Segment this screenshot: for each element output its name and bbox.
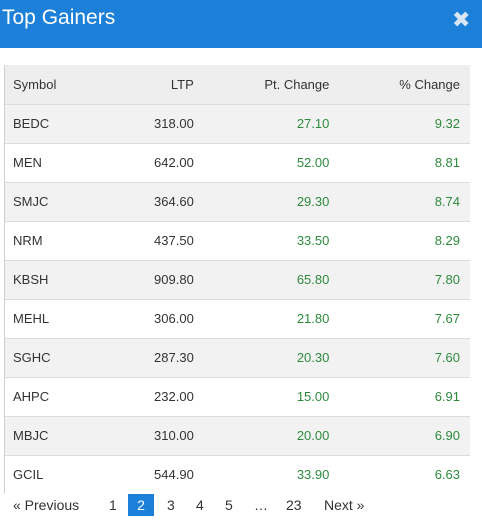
table-header-row: Symbol LTP Pt. Change % Change [5,65,470,104]
table-row[interactable]: BEDC 318.00 27.10 9.32 [5,104,470,143]
cell-ltp: 642.00 [154,155,194,170]
cell-symbol[interactable]: SGHC [13,350,51,365]
page-link-4[interactable]: 4 [196,497,204,513]
cell-symbol[interactable]: MEN [13,155,42,170]
cell-pt-change: 65.80 [296,272,330,287]
cell-pct-change: 8.81 [434,155,460,170]
cell-symbol[interactable]: NRM [13,233,43,248]
close-icon[interactable]: ✖ [452,7,471,32]
modal-header: Top Gainers ✖ [0,0,482,48]
cell-pt-change: 20.00 [296,428,330,443]
table-row[interactable]: SMJC 364.60 29.30 8.74 [5,182,470,221]
cell-ltp: 318.00 [154,116,194,131]
cell-pt-change: 20.30 [296,350,330,365]
cell-ltp: 437.50 [154,233,194,248]
column-header-ltp[interactable]: LTP [170,76,194,92]
cell-symbol[interactable]: SMJC [13,194,49,209]
cell-ltp: 364.60 [154,194,194,209]
table-row[interactable]: MEN 642.00 52.00 8.81 [5,143,470,182]
page-link-3[interactable]: 3 [167,497,175,513]
table-row[interactable]: GCIL 544.90 33.90 6.63 [5,455,470,494]
cell-pct-change: 6.90 [434,428,460,443]
cell-pct-change: 8.29 [434,233,460,248]
modal-title: Top Gainers [2,6,116,29]
gainers-table: Symbol LTP Pt. Change % Change BEDC 318.0… [5,65,470,494]
cell-pt-change: 33.50 [296,233,330,248]
cell-pct-change: 8.74 [434,194,460,209]
cell-pct-change: 9.32 [434,116,460,131]
column-header-symbol[interactable]: Symbol [13,76,57,92]
table-row[interactable]: MEHL 306.00 21.80 7.67 [5,299,470,338]
table-row[interactable]: KBSH 909.80 65.80 7.80 [5,260,470,299]
cell-pt-change: 29.30 [296,194,330,209]
table-row[interactable]: MBJC 310.00 20.00 6.90 [5,416,470,455]
cell-pt-change: 21.80 [296,311,330,326]
cell-pct-change: 6.63 [434,467,460,483]
cell-pt-change: 33.90 [296,467,330,483]
cell-ltp: 310.00 [154,428,194,443]
cell-pct-change: 7.67 [434,311,460,326]
gainers-table-container: Symbol LTP Pt. Change % Change BEDC 318.0… [4,65,470,494]
cell-pct-change: 6.91 [434,389,460,404]
cell-symbol[interactable]: GCIL [13,467,44,483]
pagination-next[interactable]: Next » [324,497,365,513]
table-row[interactable]: SGHC 287.30 20.30 7.60 [5,338,470,377]
cell-ltp: 287.30 [154,350,194,365]
cell-pt-change: 15.00 [296,389,330,404]
cell-ltp: 232.00 [154,389,194,404]
cell-symbol[interactable]: BEDC [13,116,50,131]
cell-pt-change: 27.10 [296,116,330,131]
pagination-previous[interactable]: « Previous [13,497,80,513]
cell-symbol[interactable]: MEHL [13,311,50,326]
cell-pt-change: 52.00 [296,155,330,170]
cell-symbol[interactable]: AHPC [13,389,50,404]
page-link-23[interactable]: 23 [286,497,302,513]
cell-pct-change: 7.60 [434,350,460,365]
column-header-pt-change[interactable]: Pt. Change [264,76,330,92]
cell-pct-change: 7.80 [434,272,460,287]
cell-ltp: 909.80 [154,272,194,287]
cell-symbol[interactable]: MBJC [13,428,49,443]
column-header-pct-change[interactable]: % Change [399,76,460,92]
page-ellipsis: … [254,497,268,513]
cell-symbol[interactable]: KBSH [13,272,49,287]
cell-ltp: 544.90 [154,467,194,483]
page-link-5[interactable]: 5 [225,497,233,513]
page-link-2-active[interactable]: 2 [128,494,154,516]
table-row[interactable]: AHPC 232.00 15.00 6.91 [5,377,470,416]
table-row[interactable]: NRM 437.50 33.50 8.29 [5,221,470,260]
page-link-1[interactable]: 1 [109,497,117,513]
pagination: « Previous 1 2 3 4 5 … 23 Next » [0,494,482,516]
cell-ltp: 306.00 [154,311,194,326]
